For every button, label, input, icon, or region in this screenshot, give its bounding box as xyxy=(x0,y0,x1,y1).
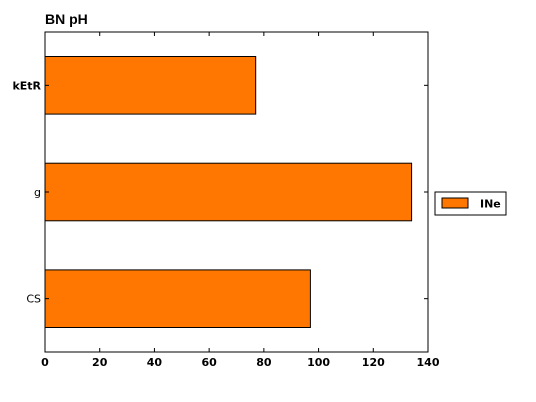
y-tick-label: g xyxy=(34,186,41,199)
legend-swatch xyxy=(441,197,469,209)
legend-label: INe xyxy=(480,198,501,211)
bar-ketr xyxy=(44,56,257,115)
bar-cs xyxy=(44,269,311,328)
x-tick-label: 20 xyxy=(92,356,108,369)
x-tick-label: 0 xyxy=(41,356,49,369)
chart-title: BN pH xyxy=(45,11,88,27)
legend: INe xyxy=(434,191,507,216)
x-tick-group: 0 20 40 60 80 100 120 140 xyxy=(41,32,440,369)
x-tick-label: 80 xyxy=(256,356,272,369)
x-tick-label: 140 xyxy=(417,356,440,369)
y-tick-label: kEtR xyxy=(12,79,41,92)
y-tick-label: CS xyxy=(26,293,41,306)
plot-frame xyxy=(44,31,429,353)
bar-g xyxy=(44,162,413,222)
x-tick-label: 40 xyxy=(147,356,163,369)
x-tick-label: 120 xyxy=(362,356,385,369)
x-tick-label: 60 xyxy=(201,356,217,369)
bars-group xyxy=(44,56,413,328)
y-tick-group: kEtR g CS xyxy=(12,79,428,306)
x-tick-label: 100 xyxy=(307,356,330,369)
